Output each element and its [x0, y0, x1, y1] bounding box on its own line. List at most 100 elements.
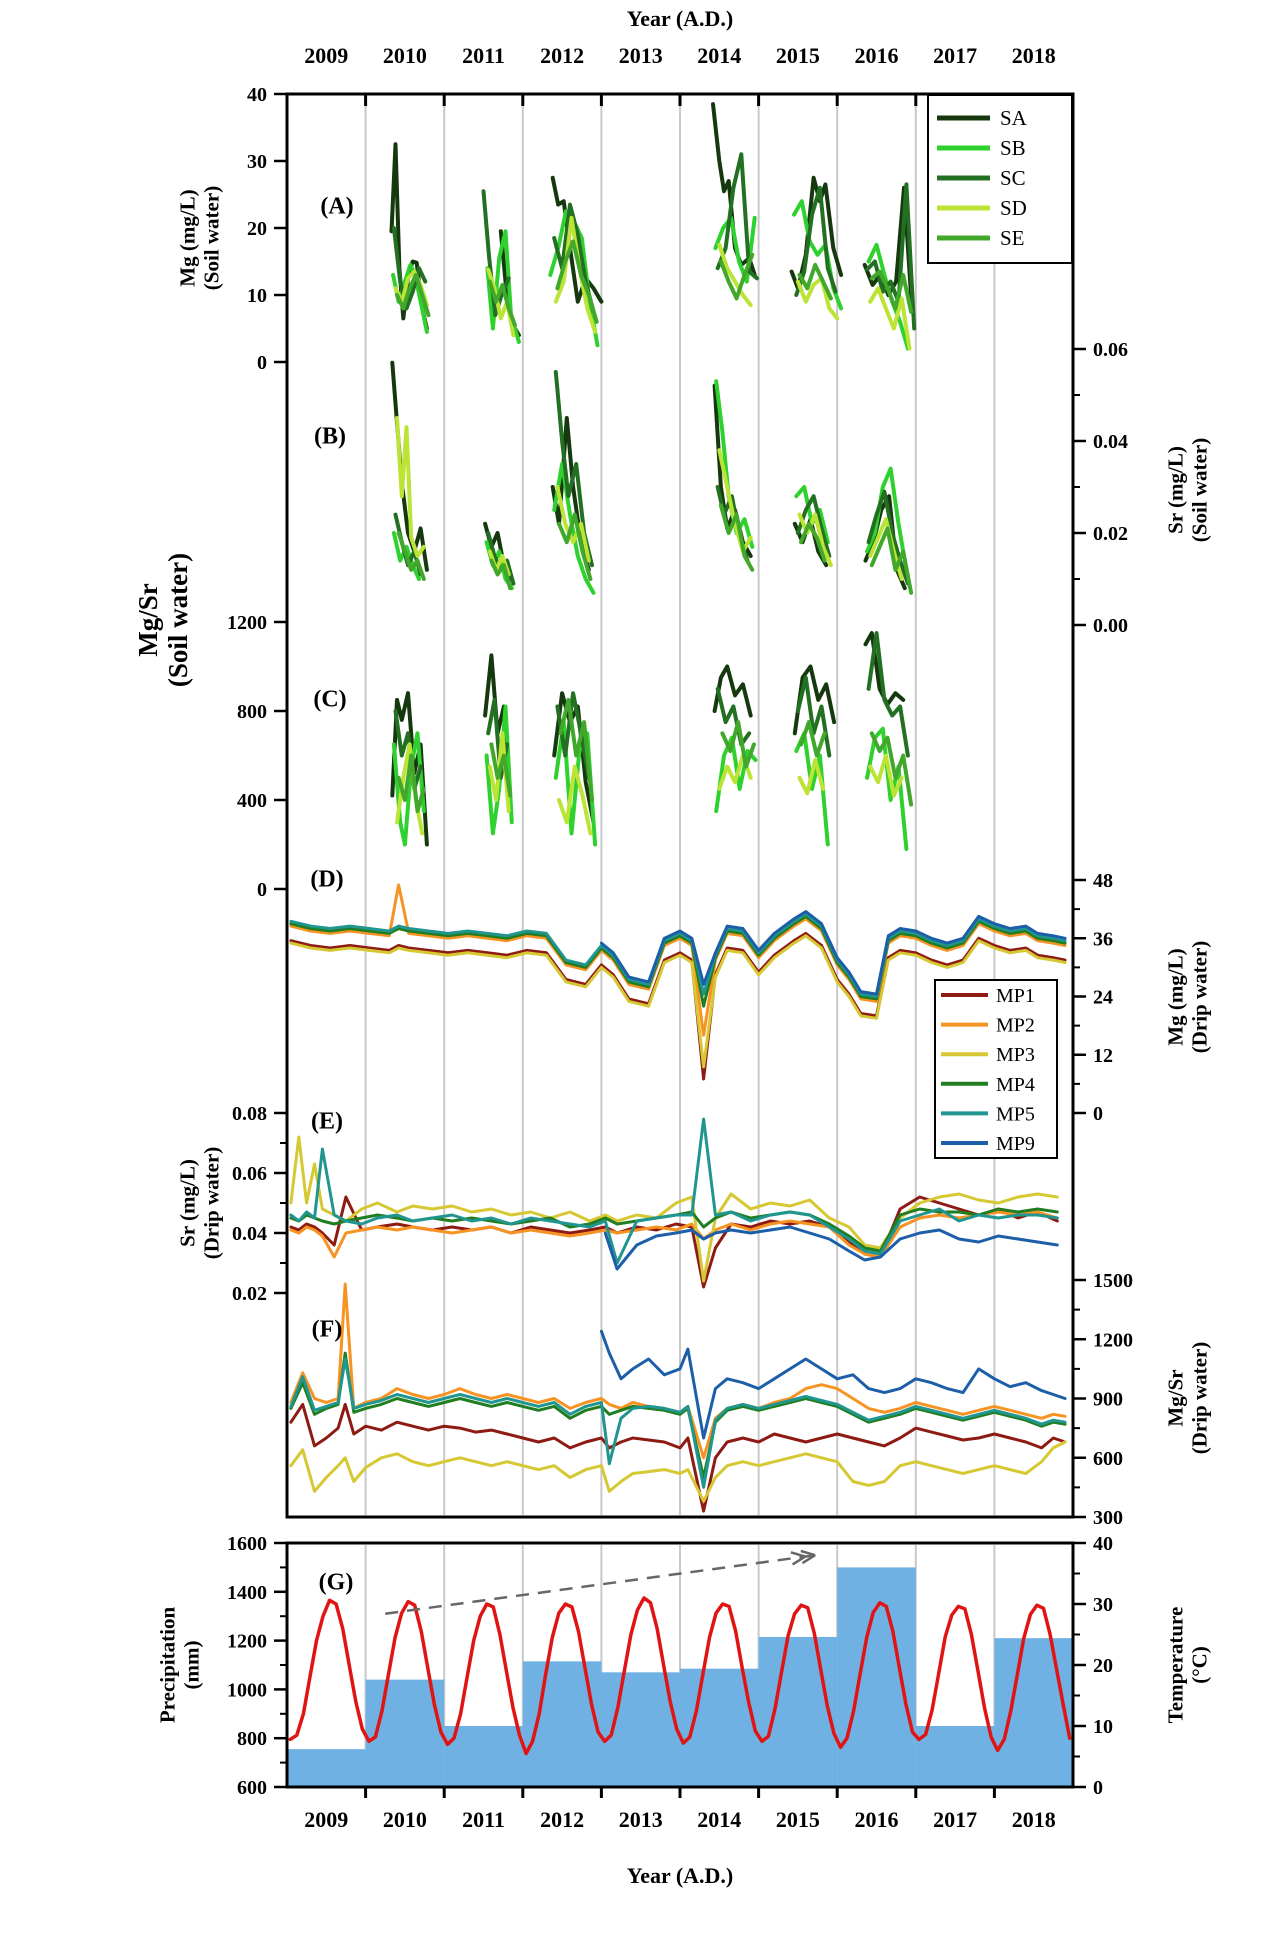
- legend-soil-label-SE: SE: [1000, 226, 1025, 250]
- series-C-SE: [558, 697, 594, 802]
- axis-tick-label: 10: [247, 285, 267, 307]
- legend-drip-box: [934, 979, 1058, 1159]
- axis-tick-label: 0.06: [232, 1163, 267, 1185]
- axis-tick-label: 12: [1093, 1045, 1113, 1067]
- series-F-MP3: [289, 1440, 1067, 1503]
- axis-tick-label: 0.04: [1093, 431, 1128, 453]
- series-C-SB: [865, 726, 909, 851]
- series-C-SE: [869, 731, 914, 807]
- axis-tick-label: 24: [1093, 987, 1113, 1009]
- precip-bar-2018: [994, 1638, 1073, 1787]
- axis-tick-label: 1200: [227, 1631, 267, 1653]
- trend-arrow-head: [800, 1549, 816, 1557]
- series-C-SD: [557, 764, 593, 836]
- series-C-SC: [393, 709, 423, 791]
- axis-title-mg-drip: Mg (mg/L) (Drip water): [1163, 940, 1211, 1054]
- series-B-SD: [868, 517, 904, 581]
- trend-arrow-head: [791, 1555, 806, 1566]
- axis-tick-label: 600: [237, 1777, 267, 1799]
- year-label-bottom: 2014: [697, 1807, 741, 1832]
- series-D-MP5: [289, 912, 1067, 998]
- series-B-SD: [555, 485, 591, 563]
- series-A-SE: [797, 262, 833, 301]
- series-D-MP3: [289, 934, 1067, 1069]
- series-E-MP2: [289, 1210, 1059, 1259]
- precip-bar-2009: [287, 1749, 366, 1787]
- axis-tick-label: 400: [237, 790, 267, 812]
- series-C-SE: [396, 753, 426, 814]
- axis-title-temperature: Temperature (°C): [1163, 1606, 1211, 1724]
- panel-letter-c: (C): [313, 686, 347, 713]
- axis-tick-label: 0: [257, 352, 267, 374]
- axis-title-precipitation: Precipitation (mm): [155, 1606, 203, 1724]
- panel-letter-d: (D): [310, 866, 344, 893]
- legend-soil-label-SC: SC: [1000, 166, 1026, 190]
- series-B-SD: [717, 448, 753, 554]
- axis-tick-label: 1200: [227, 612, 267, 634]
- series-B-SC: [795, 494, 832, 558]
- series-C-SD: [868, 753, 904, 798]
- axis-tick-label: 10: [1093, 1716, 1113, 1738]
- axis-title-sr-soil: Sr (mg/L) (Soil water): [1163, 437, 1211, 543]
- series-C-SC: [866, 631, 910, 758]
- series-A-SC: [391, 226, 428, 311]
- axis-tick-label: 1600: [227, 1533, 267, 1555]
- precip-bar-2012: [522, 1661, 602, 1787]
- legend-drip-label-MP3: MP3: [996, 1044, 1035, 1066]
- axis-title-sr-drip: Sr (mg/L) (Drip water): [175, 1146, 223, 1260]
- axis-tick-label: 48: [1093, 870, 1113, 892]
- series-A-SA: [550, 175, 604, 304]
- series-A-SE: [395, 272, 431, 318]
- series-F-MP4: [289, 1351, 1067, 1479]
- year-label-top: 2013: [619, 43, 663, 68]
- series-F-MP5: [289, 1357, 1067, 1489]
- precip-bar-2016: [837, 1567, 916, 1787]
- axis-tick-label: 30: [247, 151, 267, 173]
- axis-tick-label: 600: [1093, 1448, 1123, 1470]
- year-label-top: 2017: [933, 43, 977, 68]
- series-A-SE: [487, 279, 517, 328]
- axis-tick-label: 0.08: [232, 1103, 267, 1125]
- series-C-SA: [390, 691, 429, 847]
- precip-bar-2015: [758, 1636, 838, 1787]
- year-label-bottom: 2013: [619, 1807, 663, 1832]
- axis-tick-label: 40: [247, 84, 267, 106]
- panel-letter-b: (B): [314, 423, 346, 450]
- legend-soil-label-SA: SA: [1000, 106, 1028, 130]
- axis-tick-label: 20: [1093, 1655, 1113, 1677]
- axis-tick-label: 1000: [227, 1679, 267, 1701]
- series-B-SE: [718, 503, 755, 572]
- legend-drip-label-MP5: MP5: [996, 1103, 1035, 1125]
- year-label-bottom: 2012: [540, 1807, 584, 1832]
- year-label-bottom: 2010: [383, 1807, 427, 1832]
- year-label-top: 2011: [462, 43, 505, 68]
- year-label-top: 2015: [776, 43, 820, 68]
- series-F-MP9: [599, 1329, 1067, 1440]
- axis-tick-label: 0: [257, 879, 267, 901]
- year-label-top: 2016: [855, 43, 899, 68]
- panel-letter-e: (E): [311, 1108, 343, 1135]
- year-label-bottom: 2009: [304, 1807, 348, 1832]
- series-A-SD: [795, 276, 840, 321]
- legend-drip-label-MP2: MP2: [996, 1015, 1035, 1037]
- axis-tick-label: 0.02: [1093, 523, 1128, 545]
- series-A-SE: [718, 252, 755, 301]
- series-D-MP9: [599, 910, 1067, 996]
- axis-tick-label: 0: [1093, 1777, 1103, 1799]
- axis-tick-label: 0: [1093, 1103, 1103, 1125]
- year-label-top: 2014: [697, 43, 741, 68]
- axis-tick-label: 1400: [227, 1582, 267, 1604]
- series-C-SE: [799, 720, 827, 758]
- year-label-top: 2018: [1012, 43, 1056, 68]
- axis-tick-label: 1500: [1093, 1270, 1133, 1292]
- series-C-SC: [715, 686, 752, 747]
- axis-tick-label: 300: [1093, 1507, 1123, 1529]
- series-A-SE: [869, 269, 914, 314]
- series-B-SE: [869, 526, 914, 595]
- trend-arrow-line: [385, 1553, 816, 1615]
- axis-tick-label: 0.00: [1093, 615, 1128, 637]
- series-C-SA: [552, 691, 596, 825]
- axis-title-mgsr-soil: Mg/Sr (Soil water): [132, 552, 193, 688]
